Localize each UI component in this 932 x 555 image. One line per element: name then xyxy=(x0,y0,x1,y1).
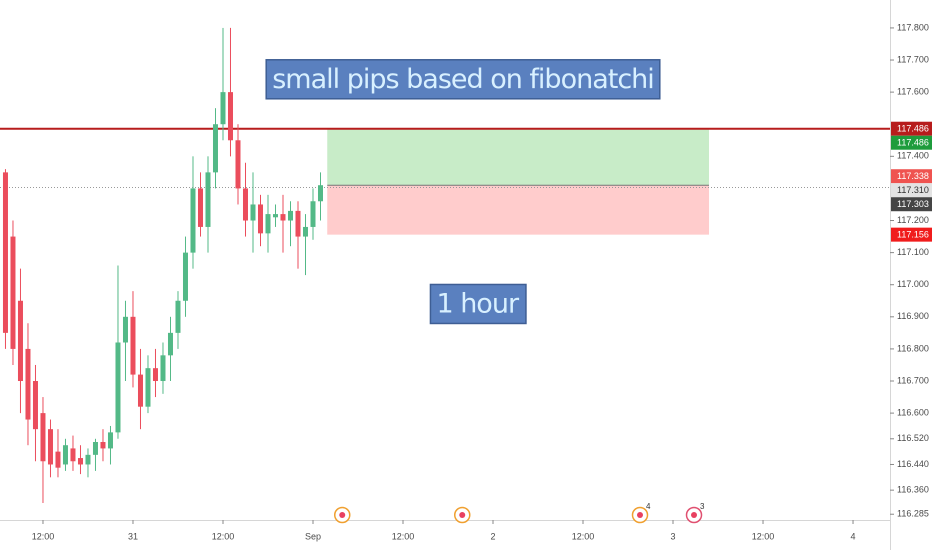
price-label-box xyxy=(891,183,932,198)
price-label-box xyxy=(891,135,932,150)
y-tick-label: 117.600 xyxy=(897,86,929,96)
event-dot xyxy=(459,512,466,518)
annotation-box xyxy=(265,59,661,100)
candle-body xyxy=(280,214,286,221)
price-label-box xyxy=(891,169,932,184)
price-label-box xyxy=(891,227,932,242)
candle-body xyxy=(62,445,68,465)
candle-body xyxy=(265,214,271,234)
y-tick-label: 116.520 xyxy=(897,433,929,443)
price-label: 117.303 xyxy=(897,199,929,209)
event-dot xyxy=(339,512,346,518)
price-label-box xyxy=(891,197,932,212)
price-label-box xyxy=(891,121,932,136)
y-tick-label: 116.600 xyxy=(897,407,929,417)
y-tick-label: 116.700 xyxy=(897,375,929,385)
candle-body xyxy=(295,210,301,237)
y-tick-label: 117.000 xyxy=(897,279,929,289)
candle-body xyxy=(310,201,316,227)
annotation-box xyxy=(429,283,527,325)
event-count: 4 xyxy=(646,502,651,511)
annotation-text: small pips based on fibonatchi xyxy=(272,64,654,95)
candle-body xyxy=(40,413,46,462)
y-tick-label: 117.800 xyxy=(897,22,929,32)
event-dot xyxy=(691,512,698,518)
price-label: 117.156 xyxy=(897,230,929,240)
price-label: 117.486 xyxy=(897,138,929,148)
annotation: 1 hour xyxy=(429,283,527,325)
candle-body xyxy=(190,188,196,253)
candle-body xyxy=(197,188,203,227)
candle-body xyxy=(272,214,278,218)
event-dot xyxy=(637,512,644,518)
candle-body xyxy=(100,442,106,449)
candle-body xyxy=(25,348,31,420)
price-label: 117.486 xyxy=(897,124,929,134)
y-tick-label: 117.200 xyxy=(897,215,929,225)
candle-body xyxy=(317,185,323,202)
candle-body xyxy=(212,124,218,173)
candle-body xyxy=(137,374,143,407)
annotation-text: 1 hour xyxy=(436,288,520,319)
candle-body xyxy=(182,252,188,301)
candle-body xyxy=(220,92,226,125)
y-tick-label: 117.100 xyxy=(897,247,929,257)
candle-body xyxy=(167,332,173,356)
price-label: 117.310 xyxy=(897,185,929,195)
x-tick-label: 2 xyxy=(490,531,495,541)
profit-zone xyxy=(327,128,710,186)
candle-body xyxy=(160,355,166,382)
candle-body xyxy=(257,204,263,234)
y-tick-label: 116.900 xyxy=(897,311,929,321)
x-tick-label: 12:00 xyxy=(572,531,595,541)
candle-body xyxy=(130,316,136,375)
x-tick-label: 12:00 xyxy=(392,531,415,541)
candle-body xyxy=(115,342,121,433)
candle-body xyxy=(250,204,256,221)
candle-body xyxy=(32,381,38,430)
x-tick-label: Sep xyxy=(305,531,321,541)
candle-body xyxy=(175,300,181,333)
y-tick-label: 117.400 xyxy=(897,151,929,161)
y-tick-label: 116.360 xyxy=(897,485,929,495)
candle-body xyxy=(70,448,76,462)
candle-body xyxy=(227,92,233,141)
loss-zone xyxy=(327,185,710,235)
candle-body xyxy=(17,300,23,382)
x-tick-label: 4 xyxy=(851,531,856,541)
price-label: 117.338 xyxy=(897,171,929,181)
candle-body xyxy=(145,368,151,407)
annotation: small pips based on fibonatchi xyxy=(265,59,661,100)
candle-body xyxy=(92,442,98,455)
candle-body xyxy=(55,451,61,468)
candle-body xyxy=(10,236,16,349)
x-tick-label: 12:00 xyxy=(32,531,55,541)
y-tick-label: 116.285 xyxy=(897,509,929,519)
y-tick-label: 117.700 xyxy=(897,54,929,64)
event-count: 3 xyxy=(700,502,705,511)
y-tick-label: 116.800 xyxy=(897,343,929,353)
candle-body xyxy=(287,210,293,221)
x-tick-label: 3 xyxy=(671,531,676,541)
x-tick-label: 12:00 xyxy=(752,531,775,541)
candle-body xyxy=(47,429,53,465)
candle-body xyxy=(107,432,113,449)
candle-body xyxy=(205,172,211,227)
candle-body xyxy=(122,316,128,343)
candle-body xyxy=(302,226,308,237)
candle-body xyxy=(85,454,91,465)
candle-body xyxy=(235,140,241,189)
candle-body xyxy=(2,172,8,333)
candle-body xyxy=(242,188,248,221)
x-tick-label: 12:00 xyxy=(212,531,235,541)
candle-body xyxy=(77,458,83,465)
x-tick-label: 31 xyxy=(128,531,138,541)
candle-body xyxy=(152,368,158,382)
y-tick-label: 116.440 xyxy=(897,459,929,469)
